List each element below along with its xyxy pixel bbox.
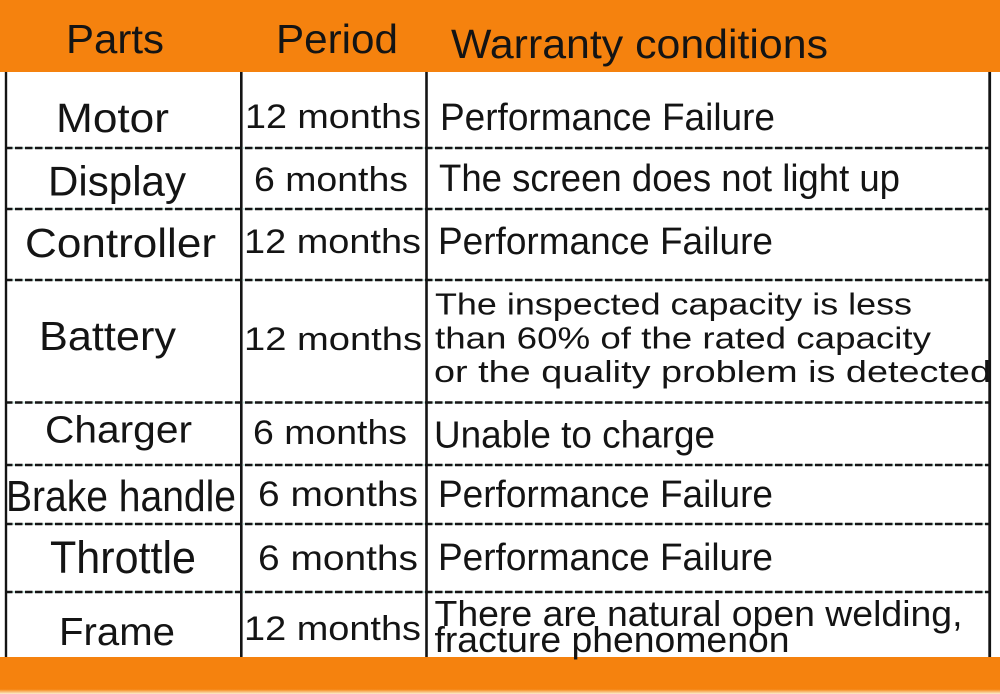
svg-text:Brake handle: Brake handle — [6, 472, 236, 521]
svg-text:Throttle: Throttle — [50, 532, 196, 583]
svg-text:or the quality problem is dete: or the quality problem is detected — [434, 354, 991, 389]
svg-text:Controller: Controller — [25, 220, 216, 266]
svg-text:Display: Display — [48, 158, 186, 205]
svg-text:fracture phenomenon: fracture phenomenon — [435, 619, 790, 660]
svg-text:Performance Failure: Performance Failure — [438, 537, 773, 579]
svg-text:There are natural open welding: There are natural open welding, — [435, 593, 963, 634]
svg-text:The inspected capacity is less: The inspected capacity is less — [435, 287, 912, 322]
svg-text:6 months: 6 months — [253, 414, 407, 452]
svg-text:6 months: 6 months — [254, 161, 408, 199]
svg-text:6 months: 6 months — [258, 539, 418, 578]
svg-text:Parts: Parts — [66, 16, 164, 62]
svg-text:Battery: Battery — [39, 313, 177, 359]
svg-text:Warranty conditions: Warranty conditions — [451, 21, 828, 67]
svg-text:The screen does not light up: The screen does not light up — [439, 158, 900, 200]
svg-text:Period: Period — [276, 16, 398, 62]
svg-text:Frame: Frame — [59, 611, 175, 654]
svg-text:Charger: Charger — [45, 410, 192, 452]
svg-text:12 months: 12 months — [245, 98, 421, 136]
svg-text:12 months: 12 months — [244, 223, 421, 261]
svg-text:Unable to charge: Unable to charge — [434, 415, 715, 457]
svg-text:12 months: 12 months — [244, 610, 421, 648]
svg-text:Performance Failure: Performance Failure — [438, 474, 773, 516]
svg-text:Motor: Motor — [56, 95, 169, 141]
svg-text:6 months: 6 months — [258, 475, 418, 514]
svg-text:than 60% of the rated capacity: than 60% of the rated capacity — [435, 321, 932, 356]
svg-text:Performance Failure: Performance Failure — [438, 221, 773, 263]
svg-text:Performance Failure: Performance Failure — [440, 97, 775, 139]
svg-text:12 months: 12 months — [244, 321, 422, 357]
